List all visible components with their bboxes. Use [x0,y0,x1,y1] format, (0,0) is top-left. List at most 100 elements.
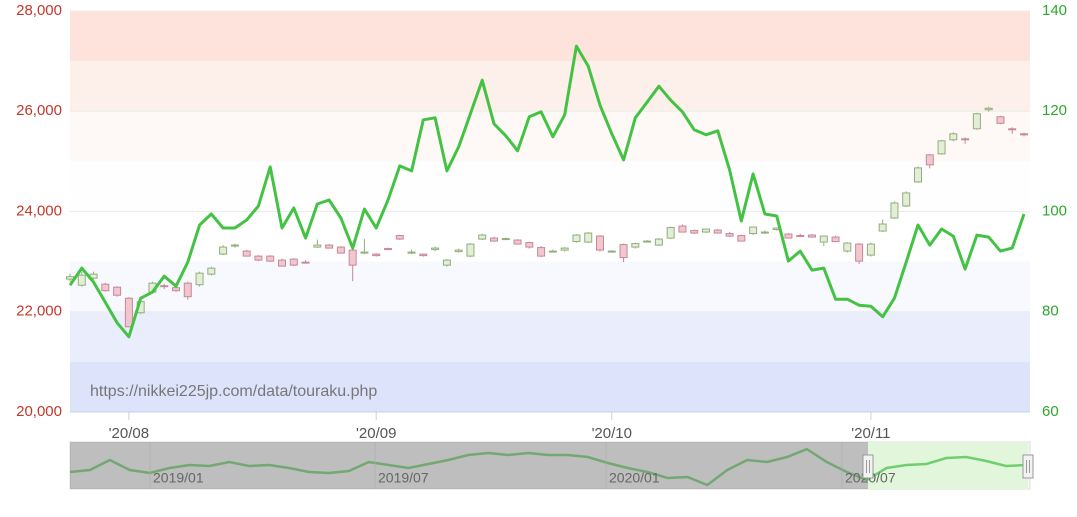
y-tick-label: 26,000 [16,102,62,119]
candle-body [1020,133,1028,136]
candle-body [878,223,887,232]
candle-body [301,261,310,264]
candle-body [584,232,593,243]
candle-body [961,138,970,141]
candle-body [784,233,793,239]
y-tick-label: 20,000 [16,403,62,420]
y2-tick-label: 80 [1042,303,1059,320]
candle-body [66,276,74,280]
y2-tick-label: 60 [1042,403,1059,420]
candle-body [501,238,510,241]
candle-body [266,255,275,262]
candle-body [643,240,652,243]
candle-body [77,274,86,286]
candle-body [195,272,204,286]
navigator-line [69,447,1027,487]
candle-body [654,238,663,246]
x-tick-label: '20/11 [851,425,890,442]
candle-body [819,235,828,243]
candle-body [607,250,616,253]
candle-body [725,233,734,237]
candle-body [843,242,852,252]
candle-body [360,251,369,254]
candle-body [996,116,1005,124]
candle-body [207,267,216,275]
candle-body [548,250,557,253]
band [70,361,1030,412]
candle-body [454,249,463,253]
candle-body [183,282,192,298]
candle-body [442,259,451,266]
candle-body [101,283,110,292]
candle-body [160,285,169,288]
candle-body [372,253,381,257]
candle-body [560,247,569,251]
candle-body [172,287,180,292]
labels: 20,000 22,000 24,000 26,000 28,000 60 80 100 120… [16,2,1067,442]
candle-body [808,234,816,238]
navigator-label: 2019/07 [378,470,429,486]
candle-body [230,244,239,247]
candle-body [219,246,228,255]
candle-body [796,235,805,238]
candle-body [572,234,581,243]
navigator-label: 2020/01 [609,470,660,486]
band [70,61,1030,112]
candle-body [431,247,440,251]
candle-body [384,248,392,251]
annotation: https://nikkei225jp.com/data/touraku.php [90,383,377,400]
candle-body [937,140,946,155]
candle-body [325,244,334,249]
y-tick-label: 24,000 [16,202,62,219]
candle-body [1008,128,1017,131]
candle-body [278,259,286,267]
navigator-mask [70,442,868,489]
lines [68,44,1026,339]
bands [70,11,1030,412]
candle-body [666,227,675,239]
candle-body [914,167,922,183]
candle-body [690,230,699,234]
candle-body [313,244,322,248]
candle-body [702,228,710,233]
navigator-label: 2019/01 [153,470,204,486]
y-tick-label: 28,000 [16,2,62,19]
y2-tick-label: 140 [1042,2,1067,19]
band [70,11,1030,62]
candle-body [478,234,487,240]
candle-body [113,286,122,296]
candle-body [678,225,687,233]
candle-body [890,202,899,219]
x-tick-label: '20/08 [109,425,149,442]
candles [66,106,1028,328]
navigator-handle [1022,454,1034,479]
candle-body [972,113,981,130]
candle-body [596,235,604,251]
band [70,111,1030,162]
candle-body [242,250,251,257]
candle-body [631,243,640,248]
x-tick-label: '20/09 [356,425,396,442]
grid [70,10,1030,420]
navigator-handle [862,454,874,479]
candle-body [537,247,546,257]
candle-body [737,235,746,242]
y2-tick-label: 120 [1042,102,1067,119]
candle-body [713,229,722,234]
candle-body [949,133,958,141]
y-tick-label: 22,000 [16,303,62,320]
band [70,261,1030,312]
candle-body [466,243,475,257]
candle-body [407,251,416,254]
candle-body [348,249,357,266]
candle-body [419,253,428,257]
candle-body [124,297,133,328]
candle-body [513,239,522,245]
candle-body [925,154,934,166]
candle-body [749,226,758,235]
candle-body [619,244,628,259]
x-tick-label: '20/10 [592,425,632,442]
